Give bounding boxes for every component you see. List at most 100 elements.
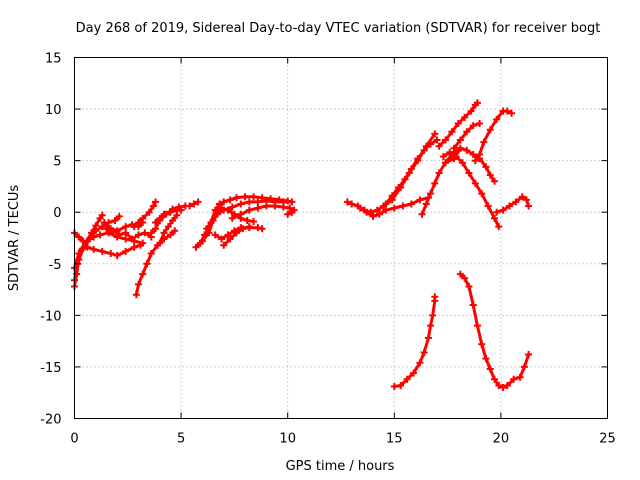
series-arc-7 bbox=[132, 227, 179, 299]
data-point bbox=[427, 140, 435, 148]
data-point bbox=[356, 204, 364, 212]
series-trace bbox=[200, 206, 256, 243]
data-point bbox=[75, 249, 83, 257]
data-point bbox=[431, 130, 439, 138]
data-point bbox=[254, 198, 262, 206]
x-tick-label: 10 bbox=[279, 432, 296, 447]
data-point bbox=[505, 202, 513, 210]
data-point bbox=[454, 120, 462, 128]
data-point bbox=[254, 224, 262, 232]
data-point bbox=[461, 113, 469, 121]
series-arc-24 bbox=[435, 99, 481, 150]
data-point bbox=[491, 214, 499, 222]
series-arc-17 bbox=[220, 223, 253, 249]
series-arc-21 bbox=[356, 194, 432, 220]
data-point bbox=[491, 375, 499, 383]
data-point bbox=[245, 198, 253, 206]
data-point bbox=[237, 200, 245, 208]
data-point bbox=[228, 214, 236, 222]
data-point bbox=[98, 211, 106, 219]
data-point bbox=[134, 219, 142, 227]
data-point bbox=[493, 208, 501, 216]
data-point bbox=[446, 148, 454, 156]
data-point bbox=[435, 142, 443, 150]
data-point bbox=[111, 216, 119, 224]
data-point bbox=[476, 120, 484, 128]
data-point bbox=[290, 206, 298, 214]
data-point bbox=[441, 159, 449, 167]
data-point bbox=[98, 247, 106, 255]
data-point bbox=[465, 282, 473, 290]
data-point bbox=[243, 216, 251, 224]
data-point bbox=[250, 217, 258, 225]
series-trace bbox=[458, 272, 531, 390]
series-trace bbox=[452, 122, 482, 150]
series-arc-20 bbox=[343, 130, 439, 216]
data-point bbox=[424, 334, 432, 342]
data-point bbox=[115, 212, 123, 220]
data-point bbox=[520, 363, 528, 371]
data-point bbox=[288, 198, 296, 206]
data-point bbox=[478, 340, 486, 348]
x-tick-label: 25 bbox=[599, 432, 616, 447]
data-point bbox=[250, 193, 258, 201]
data-point bbox=[373, 206, 381, 214]
y-tick-label: -20 bbox=[40, 413, 61, 428]
data-point bbox=[433, 136, 441, 144]
data-point bbox=[420, 146, 428, 154]
x-axis-label: GPS time / hours bbox=[286, 459, 395, 474]
data-point bbox=[152, 198, 160, 206]
data-point bbox=[152, 225, 160, 233]
data-point bbox=[134, 280, 142, 288]
data-point bbox=[166, 231, 174, 239]
data-point bbox=[286, 204, 294, 212]
data-point bbox=[512, 198, 520, 206]
data-point bbox=[427, 190, 435, 198]
data-point bbox=[469, 301, 477, 309]
y-tick-label: 5 bbox=[53, 155, 61, 170]
data-point bbox=[156, 239, 164, 247]
data-point bbox=[284, 210, 292, 218]
data-point bbox=[503, 381, 511, 389]
series-arc-3 bbox=[71, 211, 106, 272]
data-point bbox=[122, 247, 130, 255]
data-point bbox=[147, 229, 155, 237]
data-point bbox=[279, 203, 287, 211]
series-arc-12 bbox=[186, 198, 202, 210]
series-trace bbox=[441, 150, 501, 229]
data-point bbox=[228, 203, 236, 211]
data-point bbox=[215, 200, 223, 208]
data-point bbox=[491, 177, 499, 185]
data-point bbox=[147, 249, 155, 257]
data-point bbox=[450, 144, 458, 152]
data-point bbox=[115, 231, 123, 239]
y-tick-label: 10 bbox=[45, 103, 62, 118]
data-point bbox=[113, 252, 121, 260]
data-point bbox=[211, 231, 219, 239]
data-point bbox=[226, 235, 234, 243]
data-point bbox=[476, 150, 484, 158]
data-point bbox=[493, 115, 501, 123]
series-layer bbox=[71, 99, 533, 392]
data-point bbox=[518, 193, 526, 201]
data-point bbox=[471, 157, 479, 165]
x-axis: 0 5 10 15 20 25 bbox=[70, 57, 616, 447]
data-point bbox=[416, 196, 424, 204]
data-point bbox=[375, 210, 383, 218]
data-point bbox=[173, 211, 181, 219]
data-point bbox=[149, 202, 157, 210]
data-point bbox=[175, 203, 183, 211]
data-point bbox=[399, 202, 407, 210]
data-point bbox=[390, 204, 398, 212]
data-point bbox=[194, 198, 202, 206]
data-point bbox=[369, 212, 377, 220]
data-point bbox=[482, 355, 490, 363]
data-point bbox=[226, 196, 234, 204]
data-point bbox=[409, 369, 417, 377]
data-point bbox=[456, 270, 464, 278]
data-point bbox=[79, 237, 87, 245]
data-point bbox=[139, 270, 147, 278]
data-point bbox=[262, 202, 270, 210]
data-point bbox=[388, 192, 396, 200]
